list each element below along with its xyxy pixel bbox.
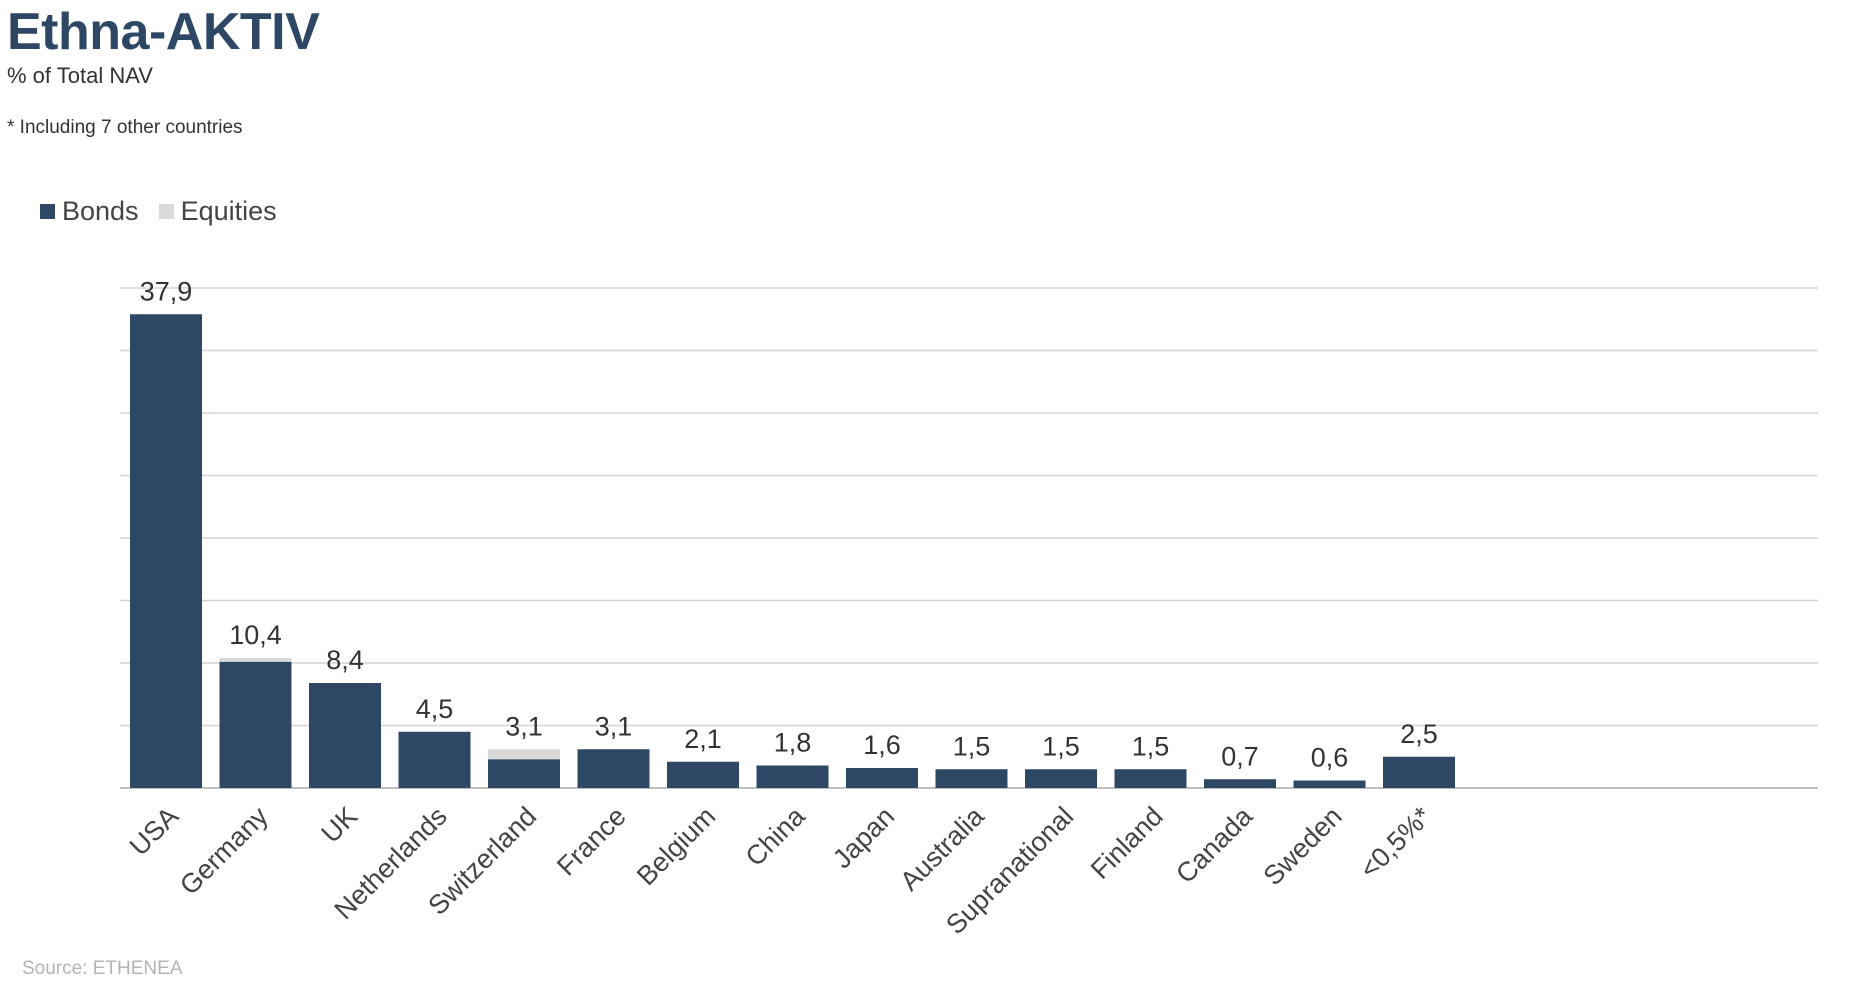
value-label-13: 0,6 [1311,743,1349,773]
legend-item-bonds: Bonds [40,196,139,227]
chart-footnote: * Including 7 other countries [7,117,243,138]
bar-bonds-8 [846,768,918,788]
bar-bonds-3 [398,731,471,788]
category-label-6: Belgium [631,801,721,891]
value-label-1: 10,4 [229,620,282,650]
value-label-9: 1,5 [953,731,991,761]
value-label-11: 1,5 [1132,731,1170,761]
value-label-3: 4,5 [416,694,454,724]
chart-subtitle: % of Total NAV [7,63,153,88]
legend-swatch-equities [158,204,174,219]
gridlines [120,287,1818,789]
value-label-5: 3,1 [595,711,633,741]
value-label-2: 8,4 [326,645,364,675]
source-note: Source: ETHENEA [22,958,183,979]
value-label-6: 2,1 [684,724,722,754]
legend-swatch-bonds [40,204,55,219]
bar-bonds-1 [219,661,292,788]
category-label-0: USA [124,801,184,861]
legend-item-equities: Equities [158,196,277,227]
bar-bonds-14 [1383,756,1455,788]
chart-title: Ethna-AKTIV [7,3,320,61]
category-label-11: Finland [1085,801,1169,885]
value-label-12: 0,7 [1221,741,1259,771]
category-label-12: Canada [1170,800,1259,889]
category-label-5: France [551,801,632,882]
value-label-8: 1,6 [863,730,901,760]
category-label-14: <0,5%* [1354,801,1438,885]
category-label-8: Japan [827,801,900,874]
value-labels: 37,9 10,4 8,4 4,5 3,1 3,1 2,1 1,8 1,6 1,5 1,5 1,5 0,… [140,276,1438,772]
bar-bonds-2 [309,683,381,788]
value-label-7: 1,8 [774,728,812,758]
category-label-2: UK [316,801,364,849]
value-label-10: 1,5 [1042,731,1080,761]
category-label-1: Germany [174,801,274,901]
bar-bonds-6 [667,761,739,788]
bar-bonds-5 [577,749,650,788]
chart-legend: Bonds Equities [40,196,297,227]
category-label-13: Sweden [1258,801,1348,891]
bar-equities-1 [219,658,292,662]
category-label-7: China [740,800,812,872]
legend-label-equities: Equities [180,196,277,226]
bar-equities-4 [488,749,560,760]
bar-bonds-4 [488,759,560,788]
bar-bonds-13 [1293,780,1366,788]
bar-bonds-11 [1114,769,1187,788]
value-label-14: 2,5 [1400,719,1438,749]
value-label-0: 37,9 [140,276,193,306]
bar-bonds-10 [1025,769,1097,788]
bar-bonds-0 [130,314,202,788]
bar-bonds-7 [756,765,829,788]
bar-bonds-9 [935,769,1008,788]
bar-bonds-12 [1204,779,1276,788]
value-label-4: 3,1 [505,711,543,741]
legend-label-bonds: Bonds [62,196,139,226]
bars [130,314,1455,788]
